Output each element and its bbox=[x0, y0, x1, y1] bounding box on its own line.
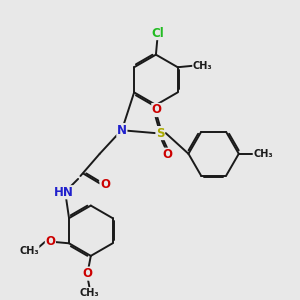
Text: Cl: Cl bbox=[151, 27, 164, 40]
Text: O: O bbox=[152, 103, 162, 116]
Text: CH₃: CH₃ bbox=[80, 288, 99, 298]
Text: CH₃: CH₃ bbox=[193, 61, 212, 71]
Text: S: S bbox=[156, 127, 165, 140]
Text: CH₃: CH₃ bbox=[19, 246, 39, 256]
Text: HN: HN bbox=[54, 186, 74, 199]
Text: O: O bbox=[100, 178, 110, 191]
Text: CH₃: CH₃ bbox=[253, 149, 273, 159]
Text: N: N bbox=[117, 124, 127, 136]
Text: O: O bbox=[163, 148, 173, 161]
Text: O: O bbox=[45, 235, 56, 248]
Text: O: O bbox=[83, 267, 93, 280]
